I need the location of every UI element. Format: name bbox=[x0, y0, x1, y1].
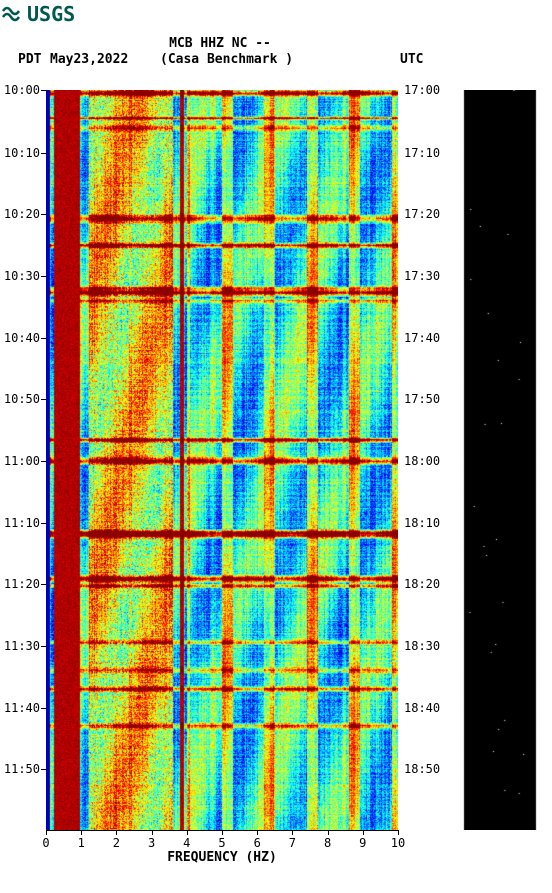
xtick: 9 bbox=[359, 836, 366, 850]
xtick: 4 bbox=[183, 836, 190, 850]
xtick: 5 bbox=[218, 836, 225, 850]
ytick-right: 18:40 bbox=[404, 701, 450, 715]
ytick-right: 18:00 bbox=[404, 454, 450, 468]
xtick: 3 bbox=[148, 836, 155, 850]
ytick-left: 11:30 bbox=[0, 639, 40, 653]
ytick-right: 18:30 bbox=[404, 639, 450, 653]
amplitude-sidebar bbox=[460, 90, 540, 830]
amplitude-canvas bbox=[460, 90, 540, 830]
axis-bottom-line bbox=[46, 830, 398, 831]
usgs-logo: USGS bbox=[2, 2, 75, 26]
xtick: 10 bbox=[391, 836, 405, 850]
xtick: 6 bbox=[254, 836, 261, 850]
ytick-right: 18:10 bbox=[404, 516, 450, 530]
ytick-left: 10:10 bbox=[0, 146, 40, 160]
ytick-left: 10:00 bbox=[0, 83, 40, 97]
spectrogram-canvas bbox=[46, 90, 398, 830]
tz-right-label: UTC bbox=[400, 52, 423, 67]
xtick: 7 bbox=[289, 836, 296, 850]
wave-icon bbox=[2, 3, 24, 25]
ytick-left: 10:20 bbox=[0, 207, 40, 221]
ytick-left: 11:50 bbox=[0, 762, 40, 776]
ytick-left: 11:00 bbox=[0, 454, 40, 468]
xtick: 2 bbox=[113, 836, 120, 850]
tz-left-label: PDT bbox=[18, 52, 41, 67]
chart-subtitle: (Casa Benchmark ) bbox=[160, 52, 293, 67]
spectrogram-plot bbox=[46, 90, 398, 830]
x-axis-label: FREQUENCY (HZ) bbox=[46, 850, 398, 865]
chart-title: MCB HHZ NC -- bbox=[0, 36, 440, 51]
ytick-right: 18:50 bbox=[404, 762, 450, 776]
ytick-right: 17:40 bbox=[404, 331, 450, 345]
ytick-right: 17:00 bbox=[404, 83, 450, 97]
y-axis-left: 10:0010:1010:2010:3010:4010:5011:0011:10… bbox=[0, 90, 44, 830]
date-label: May23,2022 bbox=[50, 52, 128, 67]
ytick-left: 11:40 bbox=[0, 701, 40, 715]
ytick-right: 18:20 bbox=[404, 577, 450, 591]
logo-text: USGS bbox=[27, 2, 75, 26]
ytick-left: 10:30 bbox=[0, 269, 40, 283]
ytick-left: 11:10 bbox=[0, 516, 40, 530]
ytick-right: 17:10 bbox=[404, 146, 450, 160]
xtick: 8 bbox=[324, 836, 331, 850]
y-axis-right: 17:0017:1017:2017:3017:4017:5018:0018:10… bbox=[400, 90, 450, 830]
ytick-left: 11:20 bbox=[0, 577, 40, 591]
ytick-right: 17:20 bbox=[404, 207, 450, 221]
ytick-right: 17:50 bbox=[404, 392, 450, 406]
ytick-left: 10:50 bbox=[0, 392, 40, 406]
ytick-left: 10:40 bbox=[0, 331, 40, 345]
xtick: 0 bbox=[42, 836, 49, 850]
xtick: 1 bbox=[78, 836, 85, 850]
ytick-right: 17:30 bbox=[404, 269, 450, 283]
